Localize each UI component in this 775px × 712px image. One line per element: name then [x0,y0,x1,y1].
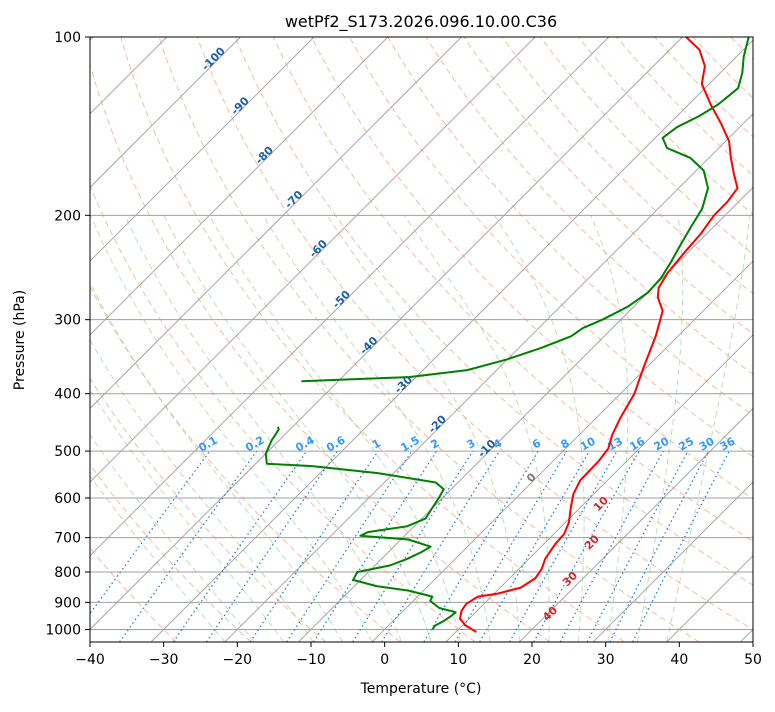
x-tick-label: 50 [744,652,762,668]
y-tick-label: 500 [54,444,81,460]
x-tick-label: 20 [523,652,541,668]
x-tick-label: −20 [223,652,253,668]
y-axis-title: Pressure (hPa) [12,290,28,390]
x-tick-label: 10 [449,652,467,668]
y-tick-label: 400 [54,387,81,403]
y-tick-label: 800 [54,565,81,581]
x-tick-label: −40 [75,652,105,668]
y-tick-label: 200 [54,208,81,224]
x-tick-label: 40 [670,652,688,668]
y-tick-label: 100 [54,30,81,46]
y-tick-label: 1000 [45,622,81,638]
x-tick-label: 0 [380,652,389,668]
y-tick-label: 300 [54,313,81,329]
x-tick-label: −10 [296,652,326,668]
y-tick-label: 900 [54,595,81,611]
y-tick-label: 600 [54,491,81,507]
chart-title: wetPf2_S173.2026.096.10.00.C36 [285,12,557,32]
y-tick-label: 700 [54,531,81,547]
x-tick-label: −30 [149,652,179,668]
dry-adiabat-line [769,37,775,642]
x-tick-label: 30 [597,652,615,668]
x-axis-title: Temperature (°C) [360,681,482,697]
